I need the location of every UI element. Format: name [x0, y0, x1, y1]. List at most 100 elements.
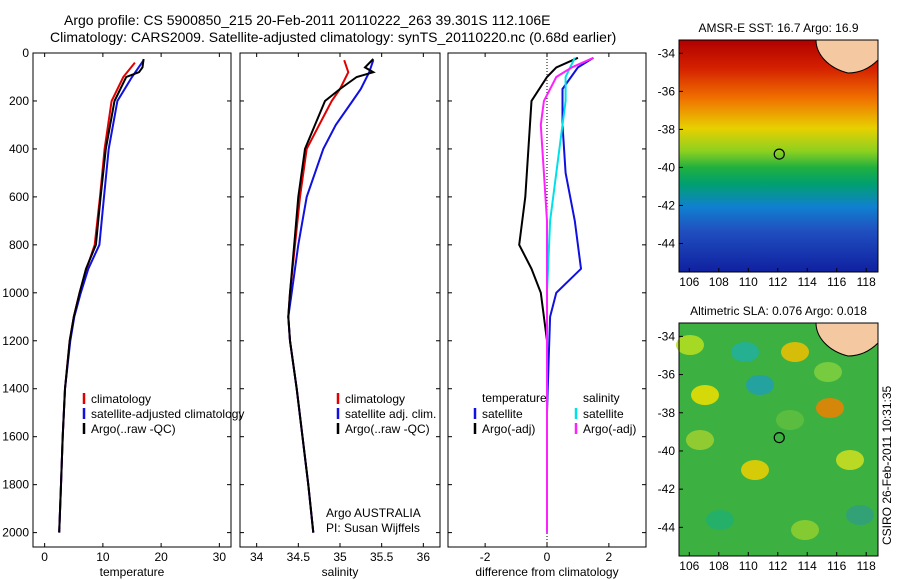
legend-label: Argo(-adj) — [583, 422, 636, 436]
map-panel-1: AMSR-E SST: 16.7 Argo: 16.9 106 108 110 112 1… — [658, 21, 879, 289]
map-x-tick-label: 118 — [857, 275, 876, 289]
sla-anomaly — [846, 505, 874, 525]
x-tick-label: -2 — [480, 550, 491, 564]
map-title: AMSR-E SST: 16.7 Argo: 16.9 — [698, 21, 858, 35]
sla-anomaly — [776, 410, 804, 430]
land-mass — [815, 322, 879, 357]
legend-heading: temperature — [482, 391, 547, 405]
plot-frame — [239, 52, 441, 548]
map-y-tick-label: -36 — [658, 84, 676, 98]
sla-anomaly — [836, 450, 864, 470]
sla-anomaly — [746, 375, 774, 395]
profile-panel-1: 0 10 20 30 temperature 0 200 400 600 800 1000 1200 1… — [2, 46, 232, 579]
x-tick-label: 35 — [333, 550, 347, 564]
legend-label: Argo(..raw -QC) — [91, 422, 176, 436]
sla-anomaly — [791, 520, 819, 540]
x-axis-label: difference from climatology — [475, 565, 618, 579]
panel-annotation: Argo AUSTRALIA — [326, 506, 421, 520]
x-tick-label: 34 — [250, 550, 264, 564]
map-x-tick-label: 114 — [798, 559, 817, 573]
y-tick-label: 1800 — [2, 478, 29, 492]
legend-heading: salinity — [583, 391, 620, 405]
y-tick-label: 400 — [9, 142, 29, 156]
sla-anomaly — [741, 460, 769, 480]
map-x-tick-label: 116 — [827, 559, 846, 573]
map-x-tick-label: 110 — [739, 559, 758, 573]
legend-difference: temperaturesatelliteArgo(-adj)salinitysa… — [473, 391, 636, 436]
sla-anomaly — [686, 430, 714, 450]
legend-label: satellite — [482, 407, 523, 421]
map-frame — [678, 39, 879, 273]
x-axis-label: temperature — [100, 565, 165, 579]
map-y-tick-label: -42 — [658, 482, 676, 496]
map-y-tick-label: -34 — [658, 46, 676, 60]
map-x-tick-label: 110 — [739, 275, 758, 289]
y-tick-label: 1000 — [2, 286, 29, 300]
map-y-tick-label: -40 — [658, 444, 676, 458]
y-tick-label: 600 — [9, 190, 29, 204]
legend-label: satellite adj. clim. — [345, 407, 436, 421]
series-line — [287, 58, 376, 533]
plot-frame — [32, 52, 232, 548]
map-panel-2: Altimetric SLA: 0.076 Argo: 0.018 106 108 1… — [658, 304, 879, 573]
sla-anomaly — [676, 335, 704, 355]
panel-annotation: PI: Susan Wijffels — [326, 521, 420, 535]
timestamp-stamp: CSIRO 26-Feb-2011 10:31:35 — [880, 385, 894, 545]
profile-panel-2: 34 34.5 35 35.5 36 salinity — [239, 52, 441, 579]
map-y-tick-label: -38 — [658, 406, 676, 420]
map-y-tick-label: -42 — [658, 198, 676, 212]
land-mass — [815, 39, 879, 74]
sla-anomaly — [781, 342, 809, 362]
sla-anomaly — [816, 398, 844, 418]
series-line — [58, 58, 145, 533]
x-tick-label: 36 — [417, 550, 431, 564]
map-y-tick-label: -34 — [658, 329, 676, 343]
legend-label: climatology — [91, 392, 151, 406]
x-tick-label: 30 — [213, 550, 227, 564]
x-tick-label: 34.5 — [287, 550, 311, 564]
sla-anomaly — [706, 510, 734, 530]
x-tick-label: 0 — [41, 550, 48, 564]
legend-label: satellite — [583, 407, 624, 421]
map-x-tick-label: 108 — [709, 559, 729, 573]
y-tick-label: 0 — [22, 46, 29, 60]
map-x-tick-label: 106 — [679, 559, 699, 573]
map-x-tick-label: 114 — [798, 275, 817, 289]
map-y-tick-label: -36 — [658, 368, 676, 382]
y-tick-label: 1600 — [2, 430, 29, 444]
y-tick-label: 2000 — [2, 526, 29, 540]
x-tick-label: 20 — [154, 550, 168, 564]
y-tick-label: 1400 — [2, 382, 29, 396]
x-tick-label: 35.5 — [370, 550, 394, 564]
map-x-tick-label: 108 — [709, 275, 729, 289]
series-line — [539, 56, 594, 533]
legend-label: Argo(-adj) — [482, 422, 535, 436]
sla-anomaly — [814, 362, 842, 382]
map-title: Altimetric SLA: 0.076 Argo: 0.018 — [690, 304, 867, 318]
profile-title: Argo profile: CS 5900850_215 20-Feb-2011… — [64, 12, 551, 28]
x-tick-label: 10 — [96, 550, 110, 564]
x-tick-label: 2 — [606, 550, 613, 564]
map-y-tick-label: -38 — [658, 122, 676, 136]
sla-anomaly — [731, 342, 759, 362]
map-frame — [678, 322, 879, 557]
x-axis-label: salinity — [322, 565, 359, 579]
legend-label: satellite-adjusted climatology — [91, 407, 244, 421]
argo-location-marker — [773, 431, 785, 444]
argo-location-marker — [773, 148, 785, 160]
sst-field — [679, 40, 878, 272]
map-y-tick-label: -44 — [658, 236, 676, 250]
x-tick-label: 0 — [544, 550, 551, 564]
y-tick-label: 800 — [9, 238, 29, 252]
map-x-tick-label: 116 — [827, 275, 846, 289]
map-x-tick-label: 112 — [768, 275, 787, 289]
y-tick-label: 1200 — [2, 334, 29, 348]
legend-label: climatology — [345, 392, 405, 406]
legend-label: Argo(..raw -QC) — [345, 422, 430, 436]
y-tick-label: 200 — [9, 94, 29, 108]
map-y-tick-label: -44 — [658, 520, 676, 534]
